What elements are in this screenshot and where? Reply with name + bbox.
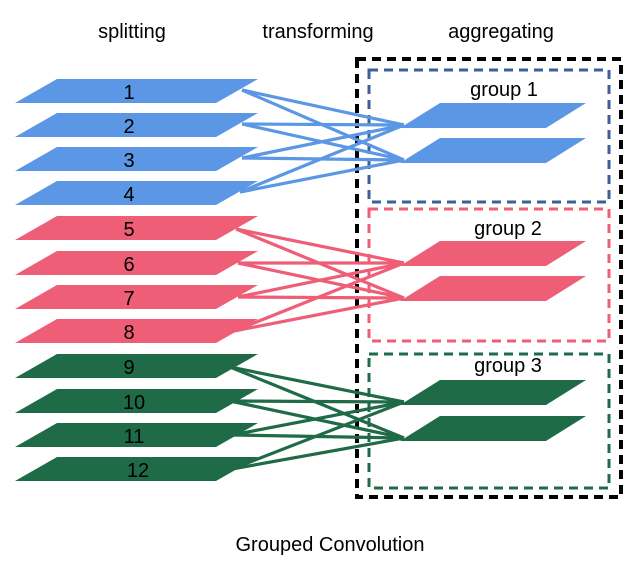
input-plane-label: 5 [123,219,134,241]
input-feature-plane [15,285,258,309]
input-feature-plane [15,79,258,103]
input-feature-plane [15,216,258,240]
connection-line [239,123,405,194]
connection-line [239,158,405,194]
input-plane-label: 9 [123,357,134,379]
group-3-label: group 3 [474,355,542,377]
input-feature-plane [15,147,258,171]
input-plane-label: 1 [123,82,134,104]
input-plane-label: 6 [123,254,134,276]
input-feature-plane [15,423,258,447]
input-feature-plane [15,457,258,481]
input-plane-label: 10 [123,392,145,414]
transforming-header: transforming [262,21,373,43]
output-feature-plane [400,138,586,163]
input-plane-label: 4 [123,184,134,206]
group-3-box [367,352,611,490]
input-plane-label: 3 [123,150,134,172]
connection-line [237,261,405,299]
output-feature-plane [400,103,586,128]
connection-line [229,365,405,404]
input-feature-plane [15,319,258,343]
input-plane-label: 8 [123,322,134,344]
input-feature-plane [15,389,258,413]
connection-line [241,88,405,127]
connection-line [241,122,405,127]
output-feature-plane [400,276,586,301]
group-1-label: group 1 [470,79,538,101]
output-feature-plane [400,380,586,405]
input-plane-label: 11 [124,426,145,448]
connection-line [231,400,405,471]
splitting-header: splitting [98,21,166,43]
connection-line [231,400,405,437]
aggregating-header: aggregating [448,21,554,43]
input-feature-plane [15,181,258,205]
connection-line [235,227,405,265]
output-feature-plane [400,416,586,441]
output-feature-plane [400,241,586,266]
connection-line [241,123,405,160]
connection-line [229,399,405,404]
input-plane-label: 7 [123,288,134,310]
group-1-box [367,68,611,204]
group-2-label: group 2 [474,218,542,240]
diagram-caption: Grouped Convolution [235,534,424,556]
connection-line [233,296,405,333]
connection-line [233,261,405,333]
group-2-box [367,207,611,343]
input-plane-label: 12 [127,460,149,482]
input-feature-plane [15,113,258,137]
input-plane-label: 2 [123,116,134,138]
input-feature-plane [15,251,258,275]
connection-line [231,436,405,471]
input-feature-plane [15,354,258,378]
